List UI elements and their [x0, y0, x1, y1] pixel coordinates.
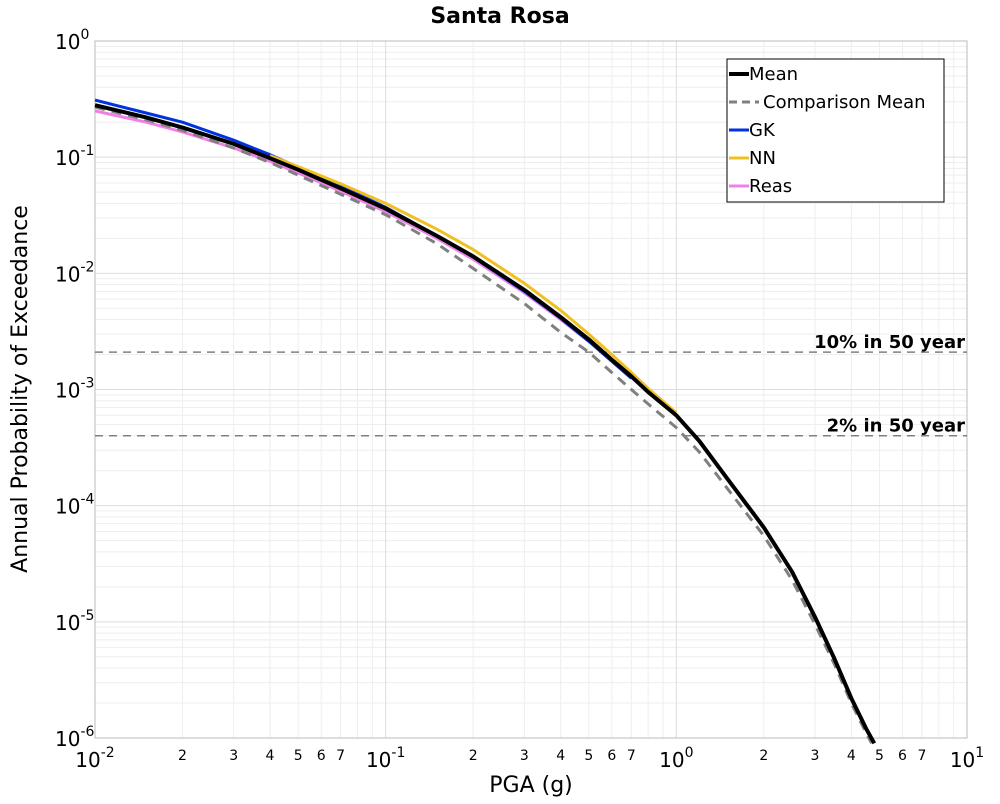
x-minor-tick-label: 2 [178, 748, 187, 764]
y-axis-label: Annual Probability of Exceedance [8, 205, 33, 573]
y-major-tick-label: 10-3 [55, 376, 94, 403]
y-major-tick-label: 100 [55, 27, 89, 54]
x-minor-tick-label: 5 [294, 748, 303, 764]
series-line-nn [269, 154, 678, 414]
y-major-tick-label: 10-5 [55, 608, 94, 635]
x-minor-tick-label: 4 [266, 748, 275, 764]
x-major-tick-label: 101 [950, 745, 984, 772]
legend-items: Mean Comparison Mean GK NN Reas [729, 64, 926, 197]
y-axis-ticks: 100 10-1 10-2 10-3 10-4 10-5 10-6 [55, 27, 95, 751]
x-minor-tick-label: 3 [229, 748, 238, 764]
x-minor-tick-label: 7 [336, 748, 345, 764]
legend: Mean Comparison Mean GK NN Reas [726, 58, 945, 203]
x-minor-tick-label: 3 [520, 748, 529, 764]
series-line-reas [94, 109, 613, 361]
chart-title: Santa Rosa [430, 4, 569, 29]
legend-label: Reas [749, 176, 792, 197]
x-minor-tick-label: 3 [811, 748, 820, 764]
y-major-tick-label: 10-6 [55, 724, 95, 751]
x-minor-tick-label: 4 [556, 748, 565, 764]
legend-label: Comparison Mean [763, 92, 926, 113]
reference-line-label: 10% in 50 year [814, 332, 965, 353]
x-minor-tick-label: 6 [607, 748, 616, 764]
y-major-tick-label: 10-4 [55, 492, 95, 519]
series-line-mean [94, 103, 877, 745]
x-minor-tick-label: 6 [317, 748, 326, 764]
y-major-tick-label: 10-2 [55, 259, 94, 286]
x-minor-tick-label: 4 [847, 748, 856, 764]
x-minor-tick-label: 7 [918, 748, 927, 764]
x-minor-tick-label: 5 [875, 748, 884, 764]
plot-area-frame [94, 40, 968, 739]
reference-lines: 10% in 50 year 2% in 50 year [95, 332, 967, 437]
reference-line-label: 2% in 50 year [827, 416, 965, 437]
x-axis-ticks: 2 3 4 5 6 7 2 3 4 5 6 7 2 3 4 5 6 710-2 10-1 100 101 [75, 745, 984, 772]
series-line-gk [94, 98, 633, 380]
legend-label: GK [749, 120, 776, 141]
x-minor-tick-label: 7 [627, 748, 636, 764]
x-minor-tick-label: 2 [469, 748, 478, 764]
y-major-tick-label: 10-1 [55, 143, 94, 170]
x-minor-tick-label: 6 [898, 748, 907, 764]
data-series [94, 98, 877, 745]
x-major-tick-label: 100 [659, 745, 693, 772]
legend-box [726, 58, 945, 203]
series-line-comparison-mean [94, 105, 874, 745]
x-major-tick-label: 10-2 [75, 745, 114, 772]
x-minor-tick-label: 2 [759, 748, 768, 764]
x-major-tick-label: 10-1 [366, 745, 405, 772]
legend-label: NN [749, 148, 776, 169]
x-minor-tick-label: 5 [584, 748, 593, 764]
x-axis-label: PGA (g) [489, 773, 573, 798]
legend-label: Mean [749, 64, 798, 85]
